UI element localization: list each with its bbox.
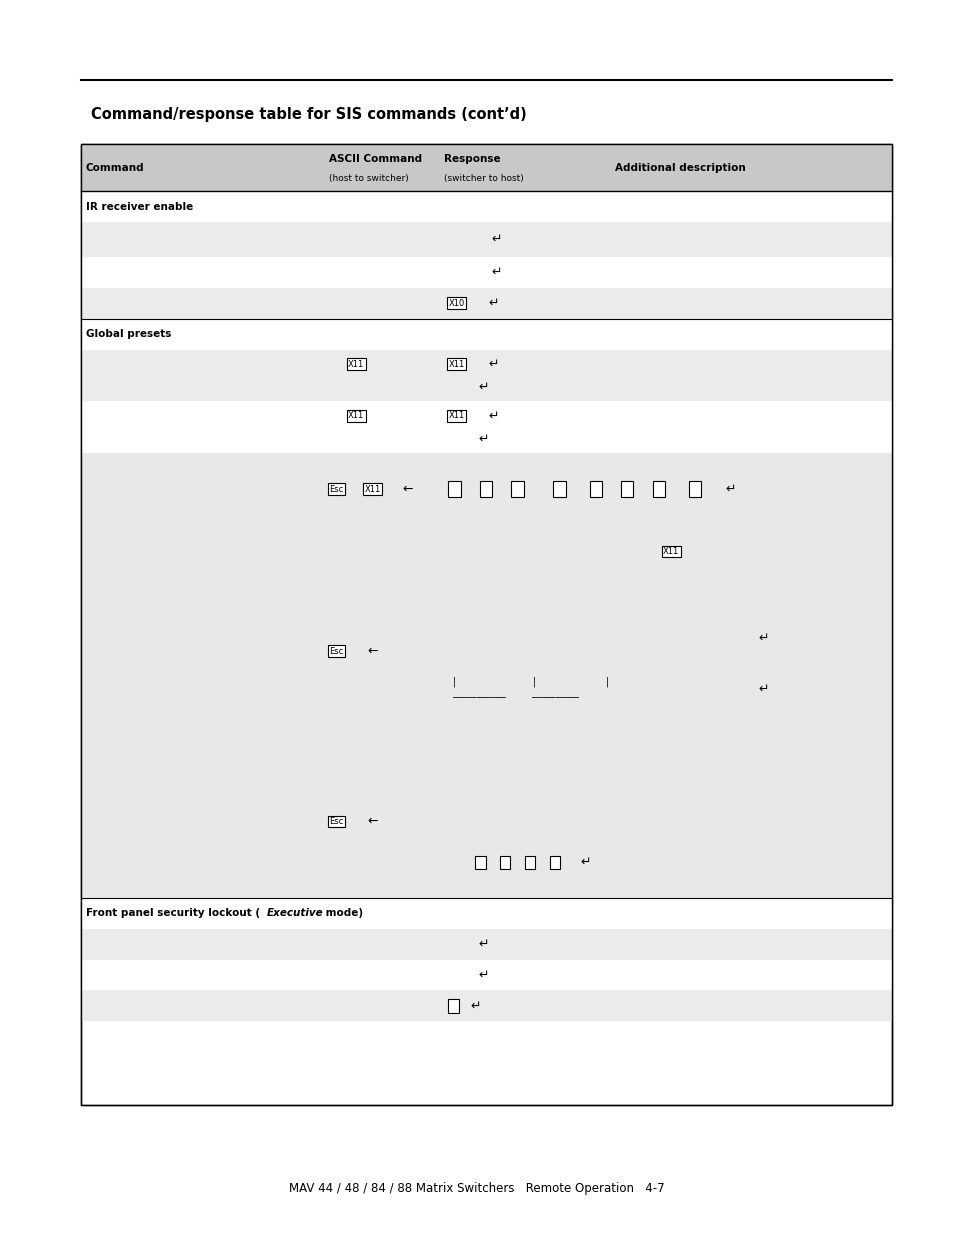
Text: ↵: ↵ bbox=[478, 937, 489, 951]
Text: (switcher to host): (switcher to host) bbox=[443, 174, 523, 183]
Bar bbox=[81, 144, 891, 1105]
Text: MAV 44 / 48 / 84 / 88 Matrix Switchers   Remote Operation   4-7: MAV 44 / 48 / 84 / 88 Matrix Switchers R… bbox=[289, 1182, 664, 1194]
Text: Additional description: Additional description bbox=[615, 163, 745, 173]
Bar bbox=[81, 222, 891, 257]
Text: Executive: Executive bbox=[267, 908, 323, 919]
Text: X11: X11 bbox=[348, 359, 364, 368]
Text: ASCII Command: ASCII Command bbox=[329, 153, 422, 163]
Text: ↵: ↵ bbox=[478, 380, 489, 394]
Bar bbox=[81, 288, 891, 319]
Text: ←: ← bbox=[367, 815, 377, 829]
Text: ________: ________ bbox=[532, 688, 578, 698]
Bar bbox=[549, 856, 559, 869]
Text: Esc: Esc bbox=[329, 647, 343, 656]
Text: Command: Command bbox=[86, 163, 144, 173]
Text: Command/response table for SIS commands (cont’d): Command/response table for SIS commands … bbox=[91, 107, 526, 122]
Text: Front panel security lockout (: Front panel security lockout ( bbox=[86, 908, 260, 919]
Text: X11: X11 bbox=[662, 547, 679, 556]
Bar bbox=[81, 781, 891, 898]
Text: ↵: ↵ bbox=[470, 999, 480, 1013]
Bar bbox=[688, 482, 700, 498]
Bar bbox=[81, 191, 891, 222]
Bar bbox=[81, 401, 891, 453]
Text: ↵: ↵ bbox=[579, 856, 590, 869]
Bar bbox=[475, 856, 485, 869]
Bar bbox=[652, 482, 664, 498]
Text: ←: ← bbox=[402, 483, 413, 495]
Text: IR receiver enable: IR receiver enable bbox=[86, 201, 193, 212]
Text: X11: X11 bbox=[348, 411, 364, 420]
Bar bbox=[81, 350, 891, 401]
Text: ↵: ↵ bbox=[758, 631, 768, 645]
Bar bbox=[81, 990, 891, 1021]
Bar bbox=[81, 898, 891, 929]
Text: ↵: ↵ bbox=[758, 683, 768, 695]
Bar bbox=[81, 960, 891, 990]
Bar bbox=[81, 144, 891, 191]
Bar bbox=[448, 999, 458, 1013]
Text: (host to switcher): (host to switcher) bbox=[329, 174, 409, 183]
Text: ↵: ↵ bbox=[488, 296, 498, 310]
Text: X11: X11 bbox=[448, 359, 464, 368]
Text: X10: X10 bbox=[448, 299, 464, 308]
Bar bbox=[524, 856, 535, 869]
Bar bbox=[553, 482, 565, 498]
Bar bbox=[499, 856, 510, 869]
Bar bbox=[81, 257, 891, 288]
Text: Response: Response bbox=[443, 153, 499, 163]
Text: ↵: ↵ bbox=[724, 483, 735, 495]
Text: Esc: Esc bbox=[329, 818, 343, 826]
Bar bbox=[81, 453, 891, 781]
Bar bbox=[81, 319, 891, 350]
Text: _________: _________ bbox=[453, 688, 505, 698]
Text: ↵: ↵ bbox=[478, 968, 489, 982]
Text: ←: ← bbox=[367, 645, 377, 658]
Bar bbox=[81, 144, 891, 1105]
Text: ↵: ↵ bbox=[491, 266, 501, 279]
Text: Esc: Esc bbox=[329, 485, 343, 494]
Text: Global presets: Global presets bbox=[86, 329, 171, 340]
Bar bbox=[479, 482, 492, 498]
Text: X11: X11 bbox=[364, 485, 380, 494]
Bar bbox=[448, 482, 460, 498]
Text: mode): mode) bbox=[322, 908, 363, 919]
Bar bbox=[620, 482, 633, 498]
Text: ↵: ↵ bbox=[478, 432, 489, 446]
Text: ↵: ↵ bbox=[488, 409, 498, 422]
Bar bbox=[81, 929, 891, 960]
Text: ↵: ↵ bbox=[491, 233, 501, 246]
Text: ↵: ↵ bbox=[488, 357, 498, 370]
Text: |: | bbox=[453, 677, 456, 687]
Text: |: | bbox=[532, 677, 535, 687]
Text: X11: X11 bbox=[448, 411, 464, 420]
Bar bbox=[511, 482, 523, 498]
Bar bbox=[589, 482, 601, 498]
Text: |: | bbox=[605, 677, 608, 687]
